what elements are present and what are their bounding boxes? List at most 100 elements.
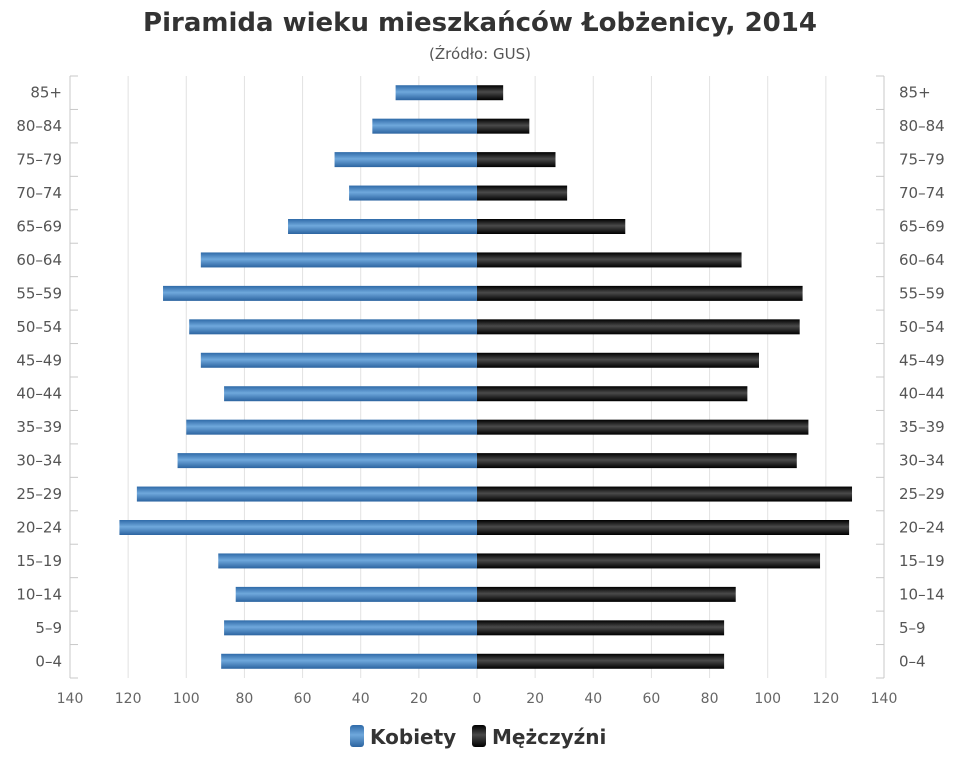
category-label-right: 5–9 [899,619,926,637]
category-label-left: 20–24 [16,519,62,537]
tick-labels: 140 120 100 80 60 40 20 0 20 40 60 80 100 120 140 85+ 85… [16,84,944,707]
category-label-right: 75–79 [899,151,945,169]
category-label-left: 15–19 [16,552,62,570]
bar-kobiety-5[interactable] [200,252,478,268]
x-tick-label: 120 [115,691,142,707]
bar-mezczyzni-8[interactable] [477,352,759,368]
bar-mezczyzni-7[interactable] [477,319,800,335]
category-label-left: 75–79 [16,151,62,169]
bar-mezczyzni-16[interactable] [477,620,725,636]
category-label-right: 0–4 [899,652,926,670]
bar-kobiety-2[interactable] [334,152,477,168]
bar-kobiety-3[interactable] [349,185,477,201]
category-label-left: 35–39 [16,418,62,436]
bar-kobiety-9[interactable] [224,386,477,402]
x-tick-label: 80 [701,691,719,707]
bar-kobiety-8[interactable] [200,352,478,368]
x-tick-label: 80 [236,691,254,707]
category-label-left: 40–44 [16,385,62,403]
bar-kobiety-6[interactable] [163,285,477,301]
x-tick-label: 120 [812,691,839,707]
category-label-right: 45–49 [899,351,945,369]
bar-mezczyzni-11[interactable] [477,453,797,469]
category-label-left: 50–54 [16,318,62,336]
x-tick-label: 20 [526,691,544,707]
bar-mezczyzni-9[interactable] [477,386,748,402]
bar-kobiety-15[interactable] [235,586,477,602]
category-label-left: 55–59 [16,284,62,302]
legend-label-mezczyzni: Mężczyźni [492,725,606,749]
category-label-left: 85+ [30,84,62,102]
x-tick-label: 40 [584,691,602,707]
category-label-right: 70–74 [899,184,945,202]
bar-kobiety-14[interactable] [218,553,477,569]
category-label-left: 80–84 [16,117,62,135]
bar-mezczyzni-17[interactable] [477,653,725,669]
bar-kobiety-10[interactable] [186,419,478,435]
bar-mezczyzni-15[interactable] [477,586,736,602]
bar-mezczyzni-6[interactable] [477,285,803,301]
category-label-left: 60–64 [16,251,62,269]
category-label-right: 85+ [899,84,931,102]
axes [69,75,885,679]
bar-kobiety-0[interactable] [395,85,477,101]
category-label-right: 55–59 [899,284,945,302]
bar-mezczyzni-13[interactable] [477,520,850,535]
category-label-right: 20–24 [899,519,945,537]
category-label-right: 60–64 [899,251,945,269]
bar-mezczyzni-12[interactable] [477,486,853,502]
category-label-left: 0–4 [35,652,62,670]
category-label-right: 65–69 [899,218,945,236]
bar-kobiety-11[interactable] [177,453,478,469]
legend[interactable]: Kobiety Mężczyźni [350,725,606,749]
bar-mezczyzni-10[interactable] [477,419,809,435]
category-label-left: 10–14 [16,585,62,603]
legend-label-kobiety: Kobiety [370,725,456,749]
category-label-left: 65–69 [16,218,62,236]
bar-kobiety-7[interactable] [189,319,477,335]
bar-mezczyzni-3[interactable] [477,185,568,201]
x-tick-label: 60 [294,691,312,707]
bar-kobiety-12[interactable] [136,486,477,502]
category-label-right: 30–34 [899,452,945,470]
category-label-right: 15–19 [899,552,945,570]
bar-kobiety-17[interactable] [221,653,477,669]
x-tick-label: 140 [871,691,898,707]
bar-mezczyzni-5[interactable] [477,252,742,268]
category-label-right: 40–44 [899,385,945,403]
category-label-right: 50–54 [899,318,945,336]
chart-subtitle: (Źródło: GUS) [429,44,531,63]
bar-kobiety-1[interactable] [372,118,477,134]
bar-kobiety-13[interactable] [119,520,478,535]
x-tick-label: 100 [173,691,200,707]
x-tick-label: 60 [643,691,661,707]
bar-kobiety-4[interactable] [288,219,477,234]
category-label-left: 70–74 [16,184,62,202]
category-label-left: 30–34 [16,452,62,470]
bar-mezczyzni-1[interactable] [477,118,530,134]
bar-mezczyzni-14[interactable] [477,553,821,569]
legend-swatch-kobiety [350,725,364,747]
x-tick-label: 140 [57,691,84,707]
category-label-left: 45–49 [16,351,62,369]
category-label-right: 10–14 [899,585,945,603]
bar-mezczyzni-2[interactable] [477,152,556,168]
x-tick-label: 100 [754,691,781,707]
category-label-right: 25–29 [899,485,945,503]
bar-mezczyzni-0[interactable] [477,85,504,101]
category-label-right: 80–84 [899,117,945,135]
x-tick-label: 0 [473,691,482,707]
chart-title: Piramida wieku mieszkańców Łobżenicy, 20… [143,8,817,38]
gridlines [127,76,827,678]
x-tick-label: 20 [410,691,428,707]
x-tick-label: 40 [352,691,370,707]
category-label-left: 5–9 [35,619,62,637]
category-label-right: 35–39 [899,418,945,436]
bars [119,85,853,669]
bar-kobiety-16[interactable] [224,620,477,636]
category-label-left: 25–29 [16,485,62,503]
bar-mezczyzni-4[interactable] [477,219,626,234]
legend-swatch-mezczyzni [472,725,486,747]
